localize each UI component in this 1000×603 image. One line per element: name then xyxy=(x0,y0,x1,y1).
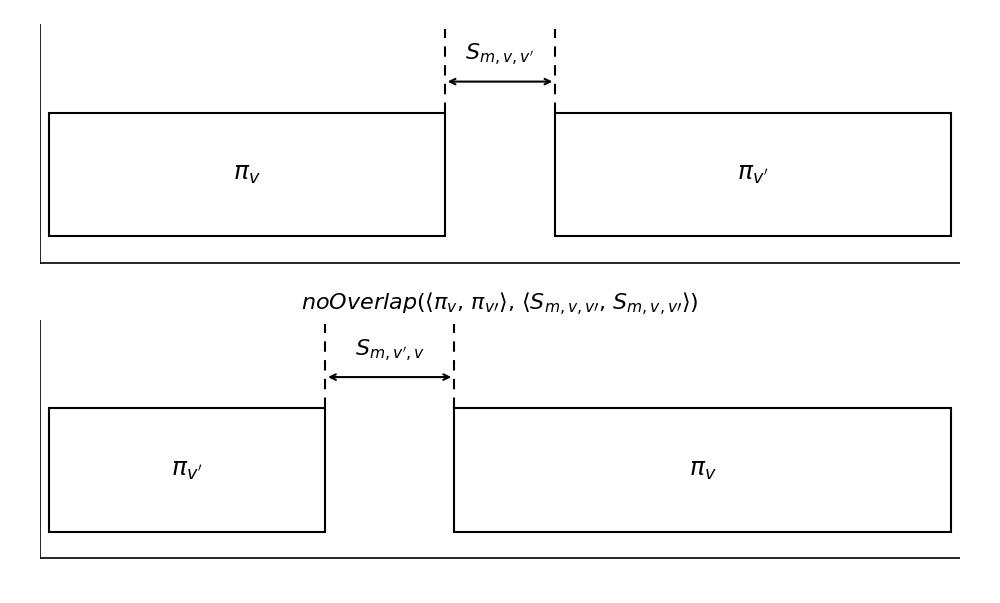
Bar xyxy=(49,113,445,236)
Bar xyxy=(454,408,951,532)
Text: $\pi_{v}$: $\pi_{v}$ xyxy=(689,458,716,482)
Text: $\mathit{noOverlap}$($\langle\pi_{v}$, $\pi_{v\prime}\rangle$, $\langle S_{m,v,v: $\mathit{noOverlap}$($\langle\pi_{v}$, $… xyxy=(301,291,699,318)
Bar xyxy=(555,113,951,236)
Text: $S_{m,v',v}$: $S_{m,v',v}$ xyxy=(355,338,425,364)
Text: $\pi_{v'}$: $\pi_{v'}$ xyxy=(171,458,203,482)
Text: $\pi_{v}$: $\pi_{v}$ xyxy=(233,162,261,186)
Text: $\pi_{v'}$: $\pi_{v'}$ xyxy=(737,162,769,186)
Bar xyxy=(49,408,325,532)
Text: $S_{m,v,v'}$: $S_{m,v,v'}$ xyxy=(465,42,535,68)
